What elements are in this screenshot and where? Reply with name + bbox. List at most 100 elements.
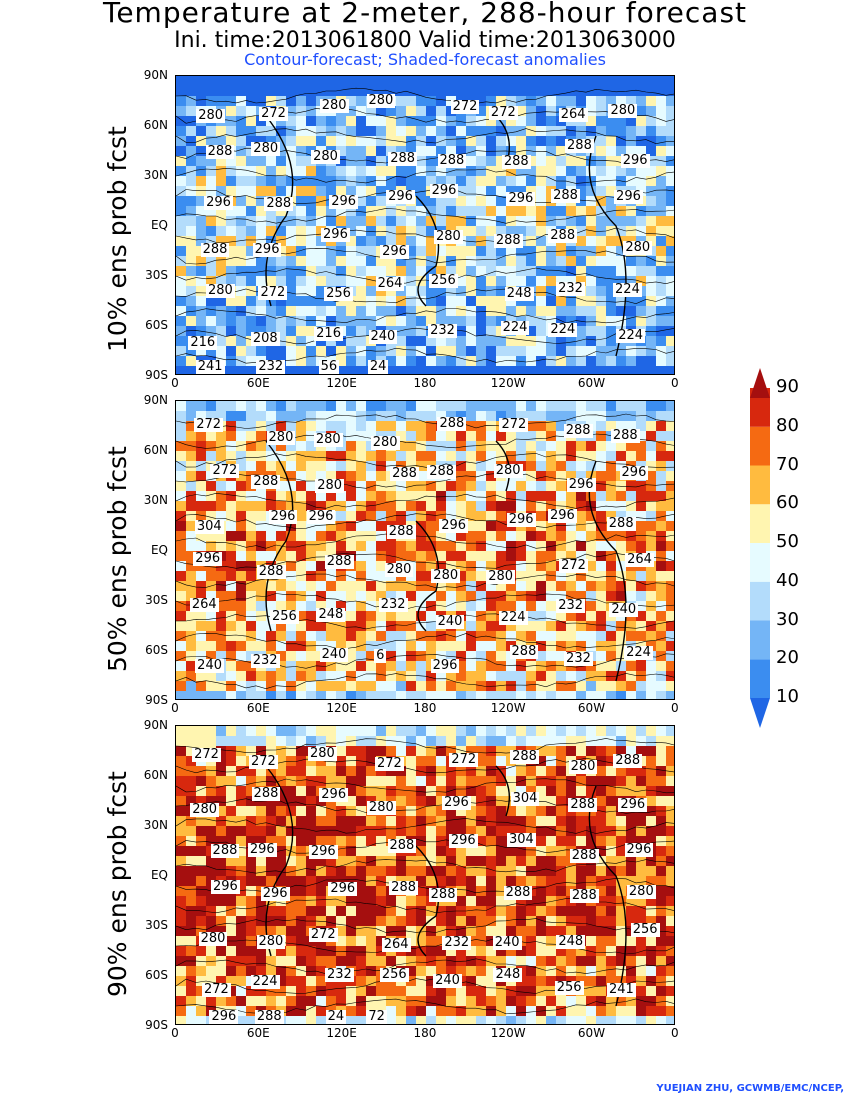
contour-label: 272 [374,756,404,772]
contour-label: 296 [430,657,460,673]
contour-label: 280 [266,430,296,446]
contour-label: 224 [250,973,280,989]
contour-label: 280 [433,228,463,244]
y-tick-label: 30N [143,493,168,507]
colorbar [750,368,770,728]
contour-label: 240 [195,658,224,674]
x-tick-label: 180 [413,701,437,715]
panel-1-map: 280 272 280 280 272 272 264 280 288 280 280 288 288 2… [175,75,675,375]
y-tick-label: 90S [145,693,168,707]
contour-label: 288 [251,473,281,489]
contour-label: 280 [486,568,516,584]
contour-label: 296 [386,189,415,205]
contour-label: 256 [269,609,299,625]
colorbar-tick-label: 90 [776,376,799,397]
contour-label: 232 [556,280,585,296]
contour-label: 296 [321,226,350,242]
colorbar-swatch [750,426,770,466]
contour-label: 296 [209,1009,239,1024]
contour-label: 272 [450,98,480,114]
contour-label: 248 [493,967,523,983]
contour-label: 216 [188,334,218,350]
x-tick-label: 0 [171,1026,179,1040]
contour-label: 280 [196,107,226,123]
contour-label: 248 [316,606,346,622]
contour-label: 256 [428,272,458,288]
contour-label: 288 [428,886,458,902]
contour-label: 288 [388,150,418,166]
contour-label: 288 [509,643,539,659]
contour-label: 224 [548,321,578,337]
contour-label: 296 [268,509,298,525]
contour-label: 296 [328,880,358,896]
contour-label: 288 [437,152,467,168]
contour-label: 288 [548,227,578,243]
contour-label: 288 [551,187,580,203]
contour-label: 304 [510,791,540,807]
contour-label: 232 [442,934,472,950]
contour-label: 232 [564,651,593,667]
contour-label: 280 [307,745,337,761]
y-tick-label: 60N [143,443,168,457]
contour-label: 288 [427,464,457,480]
colorbar-tick-label: 10 [776,686,799,707]
colorbar-swatch [750,465,770,505]
contour-label: 272 [201,982,231,998]
contour-label: 288 [510,749,539,765]
contour-label: 240 [435,613,465,629]
contour-label: 288 [613,752,643,768]
y-tick-label: 60S [145,318,168,332]
x-tick-label: 60W [577,1026,606,1040]
x-tick-label: 0 [670,376,679,390]
contour-label: 304 [507,832,536,848]
colorbar-tick-label: 30 [776,608,799,630]
y-tick-label: 60N [143,118,168,132]
x-tick-label: 120E [326,376,357,390]
y-tick-label: EQ [150,543,168,557]
contour-label: 24 [367,359,389,374]
contour-label: 272 [308,927,338,943]
x-tick-label: 60E [246,376,270,390]
contour-label: 72 [366,1009,387,1024]
contour-label: 288 [606,515,636,531]
contour-label: 288 [610,427,640,443]
x-tick-label: 60W [577,376,606,390]
contour-label: 296 [618,797,648,813]
contour-label: 280 [198,931,228,947]
contour-label: 280 [623,239,653,255]
contour-label: 296 [252,241,282,257]
contour-label: 256 [379,966,409,982]
colorbar-swatch [750,620,770,660]
contour-label: 272 [259,106,288,122]
contour-label: 296 [380,243,409,259]
contour-label: 280 [190,801,220,817]
contour-label: 280 [370,434,400,450]
y-tick-label: 90S [145,368,168,382]
y-tick-label: 30S [145,593,168,607]
contour-label: 296 [210,878,240,894]
x-tick-label: 120E [326,1026,357,1040]
contour-label: 272 [248,754,278,770]
contour-label: 288 [386,523,416,539]
contour-label: 280 [205,283,235,299]
contour-label: 224 [624,644,653,660]
contour-label: 296 [614,188,643,204]
contour-label: 264 [625,551,654,567]
contour-label: 280 [311,148,340,164]
contour-label: 272 [258,284,288,300]
contour-label: 288 [493,232,523,248]
contour-label: 272 [488,105,518,120]
contour-label: 288 [210,842,240,858]
contour-label: 280 [568,758,598,774]
colorbar-tick-label: 20 [776,647,799,669]
panel-3-map: 272 272 280 272 272 288 280 288 280 288 296 280 296 3… [175,725,675,1025]
contour-label: 280 [366,800,396,816]
contour-label: 280 [608,102,638,118]
x-tick-label: 180 [413,1026,437,1040]
contour-label: 296 [439,518,469,534]
contour-label: 288 [205,143,235,159]
y-tick-label: 60S [145,968,168,982]
contour-label: 296 [619,465,649,481]
contour-label: 241 [606,982,636,998]
contour-label: 296 [247,842,277,858]
